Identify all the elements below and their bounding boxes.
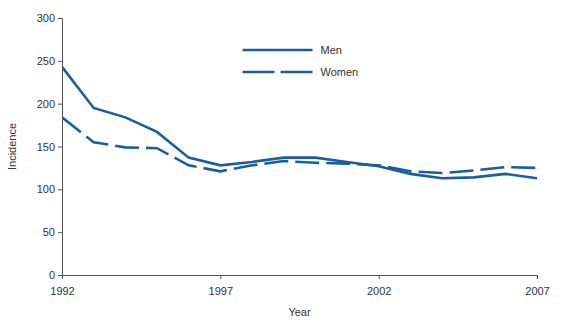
axis-line bbox=[63, 276, 538, 280]
tick-mark bbox=[58, 61, 62, 62]
tick: 1997 bbox=[209, 275, 233, 297]
x-axis: 1992 1997 2002 2007 bbox=[50, 275, 549, 297]
legend: Men Women bbox=[243, 44, 359, 78]
lines bbox=[62, 67, 537, 178]
tick-mark bbox=[379, 275, 380, 279]
tick: 2002 bbox=[367, 275, 391, 297]
tick-label: 50 bbox=[43, 226, 55, 238]
tick-label: 2002 bbox=[367, 285, 391, 297]
legend-swatch bbox=[243, 49, 313, 52]
tick-label: 100 bbox=[37, 183, 55, 195]
axis-line bbox=[58, 19, 63, 276]
tick: 200 bbox=[37, 98, 62, 110]
tick-label: 250 bbox=[37, 55, 55, 67]
legend-entry: Men bbox=[243, 44, 342, 56]
legend-label: Women bbox=[321, 66, 359, 78]
y-axis-title: Incidence bbox=[6, 123, 18, 170]
tick-mark bbox=[537, 275, 538, 279]
tick-label: 1997 bbox=[209, 285, 233, 297]
x-axis-title: Year bbox=[288, 306, 311, 318]
tick-label: 1992 bbox=[50, 285, 74, 297]
legend-swatch bbox=[243, 71, 313, 74]
tick: 2007 bbox=[525, 275, 549, 297]
tick-mark bbox=[58, 189, 62, 190]
tick-mark bbox=[58, 104, 62, 105]
tick: 100 bbox=[37, 183, 62, 195]
tick: 300 bbox=[37, 12, 62, 24]
tick-label: 0 bbox=[49, 269, 55, 281]
tick: 0 bbox=[49, 269, 62, 281]
tick-mark bbox=[58, 18, 62, 19]
tick-mark bbox=[58, 232, 62, 233]
line-women bbox=[62, 117, 537, 173]
tick: 50 bbox=[43, 226, 62, 238]
legend-label: Men bbox=[321, 44, 342, 56]
chart: 1992 1997 2002 2007 0 50 100 150 200 250 300 Year In… bbox=[0, 0, 576, 328]
y-axis: 0 50 100 150 200 250 300 bbox=[37, 12, 63, 281]
tick-mark bbox=[58, 275, 62, 276]
tick-label: 150 bbox=[37, 141, 55, 153]
tick-label: 300 bbox=[37, 12, 55, 24]
plot: 1992 1997 2002 2007 0 50 100 150 200 250 300 bbox=[37, 12, 550, 297]
tick-label: 200 bbox=[37, 98, 55, 110]
tick-label: 2007 bbox=[525, 285, 549, 297]
legend-entry: Women bbox=[243, 66, 359, 78]
tick-mark bbox=[220, 275, 221, 279]
tick-mark bbox=[58, 147, 62, 148]
tick: 150 bbox=[37, 141, 62, 153]
line-men bbox=[62, 67, 537, 178]
tick: 250 bbox=[37, 55, 62, 67]
